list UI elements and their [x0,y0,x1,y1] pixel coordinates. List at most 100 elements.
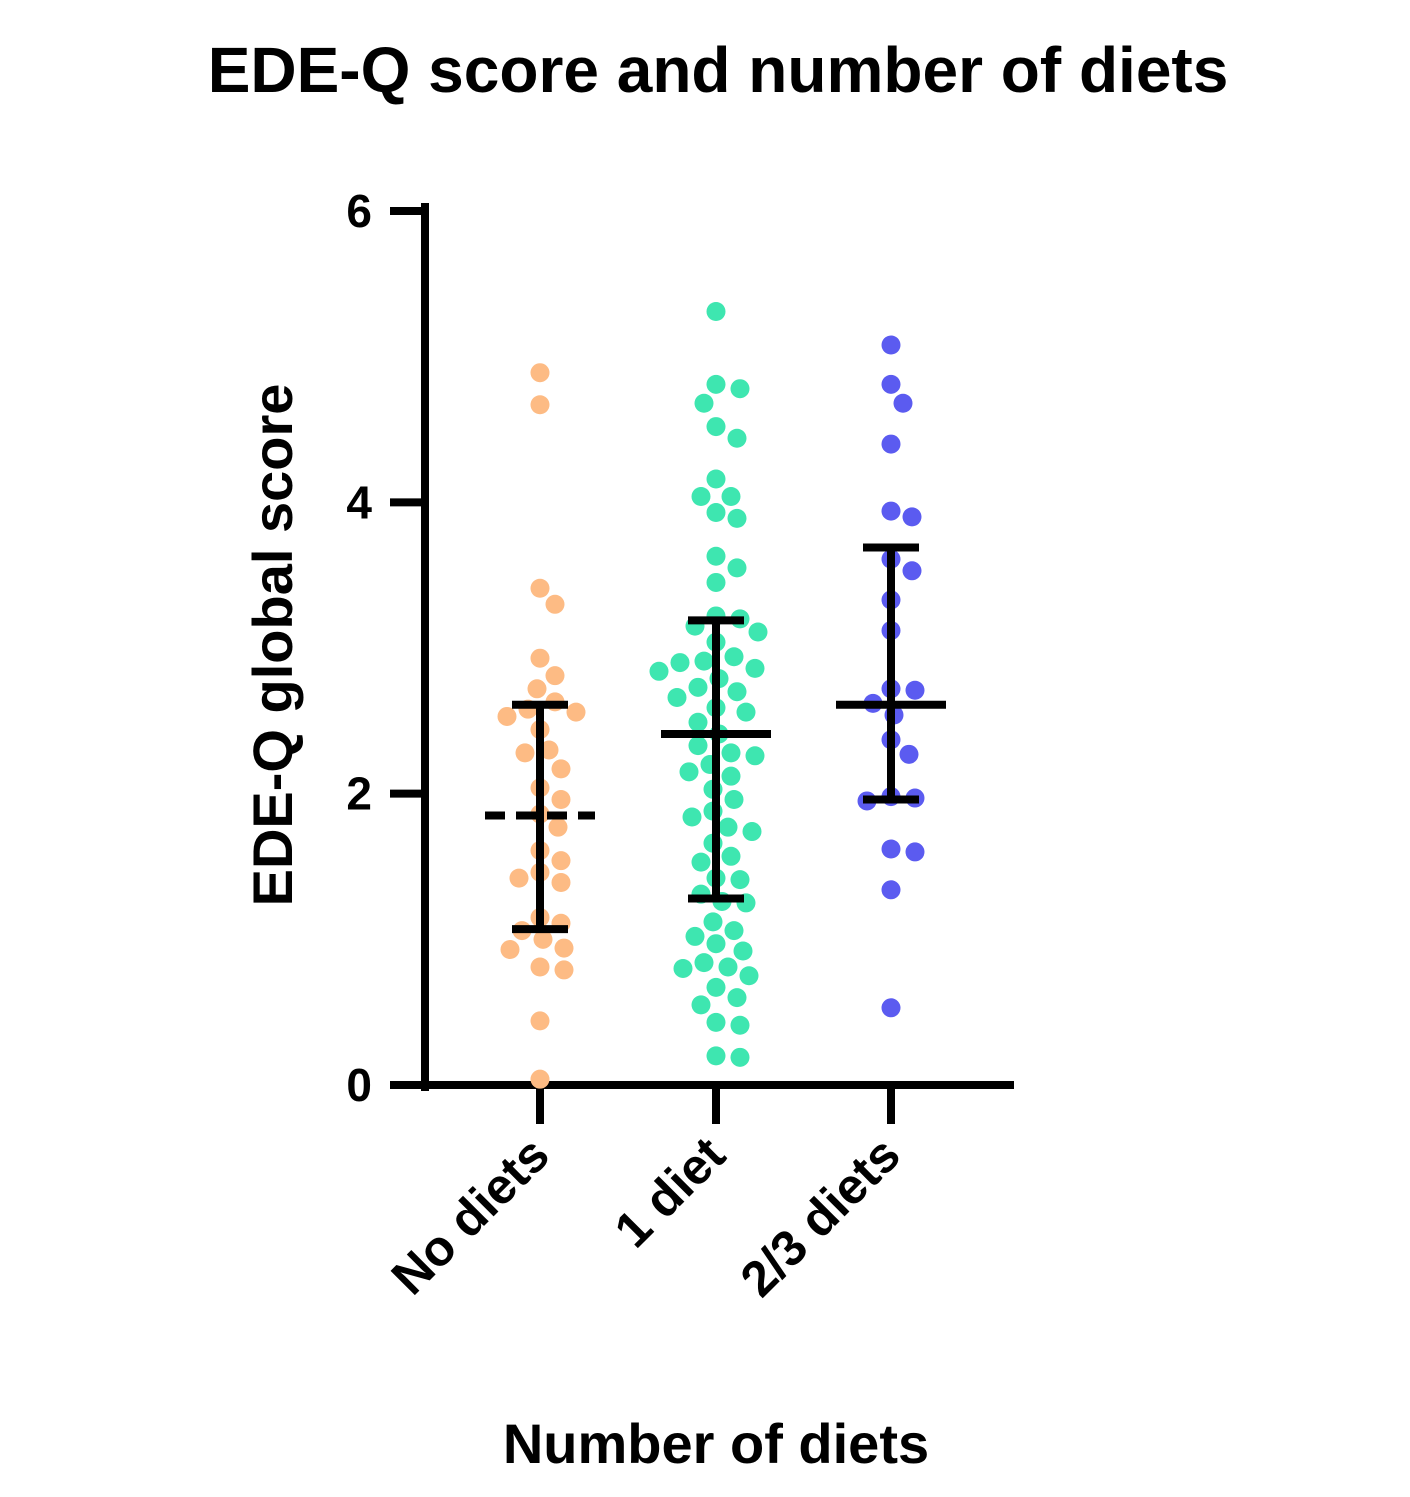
x-ticks [536,1085,895,1124]
data-point [881,434,901,454]
data-point [530,648,550,668]
data-point [685,926,705,946]
data-point [736,702,756,722]
data-point [718,817,738,837]
data-point [688,712,708,732]
data-point [893,393,913,413]
data-point [527,679,547,699]
data-point [706,977,726,997]
data-point [554,938,574,958]
data-point [551,759,571,779]
data-point [706,417,726,437]
data-point [745,658,765,678]
data-point [899,744,919,764]
category-label: 2/3 diets [730,1126,911,1307]
data-point [545,594,565,614]
data-point [530,957,550,977]
data-point [554,960,574,980]
data-point [649,661,669,681]
data-point [881,501,901,521]
data-point [688,677,708,697]
data-point [566,702,586,722]
data-point [727,988,747,1008]
data-point [881,998,901,1018]
data-point [745,746,765,766]
data-point [721,487,741,507]
data-point [691,852,711,872]
data-point [905,842,925,862]
data-point [730,1047,750,1067]
y-ticks: 0 2 4 6 [346,185,425,1111]
y-tick-label: 2 [346,768,372,820]
y-tick-label: 4 [346,476,372,528]
data-point [673,958,693,978]
data-point [721,846,741,866]
data-point [551,789,571,809]
data-point [727,682,747,702]
data-point [500,940,520,960]
data-point [739,966,759,986]
data-point [727,558,747,578]
data-point [706,546,726,566]
data-point [539,740,559,760]
data-point [515,743,535,763]
data-point [679,762,699,782]
x-axis-label: Number of diets [503,1412,929,1475]
data-point [706,503,726,523]
data-point [667,688,687,708]
data-points [497,302,925,1089]
data-point [694,651,714,671]
data-point [706,934,726,954]
data-point [718,957,738,977]
chart-title: EDE-Q score and number of diets [208,34,1229,106]
data-point [551,873,571,893]
data-point [682,807,702,827]
data-point [724,789,744,809]
data-point [881,880,901,900]
data-point [691,995,711,1015]
data-point [881,335,901,355]
data-point [706,374,726,394]
data-point [724,921,744,941]
data-point [706,302,726,322]
data-point [706,1046,726,1066]
data-point [530,395,550,415]
data-point [545,666,565,686]
data-point [548,817,568,837]
data-point [902,561,922,581]
data-point [670,653,690,673]
data-point [742,822,762,842]
data-point [530,1011,550,1031]
data-point [727,508,747,528]
data-point [706,572,726,592]
y-axis-label: EDE-Q global score [241,384,304,907]
data-point [530,578,550,598]
data-point [509,868,529,888]
data-point [724,647,744,667]
data-point [694,953,714,973]
data-point [530,363,550,383]
category-label: No diets [381,1126,560,1305]
data-point [721,766,741,786]
data-point [497,706,517,726]
error-bars [485,543,946,934]
data-point [730,870,750,890]
y-tick-label: 0 [346,1059,372,1111]
data-point [703,912,723,932]
data-point [727,428,747,448]
category-label: 1 diet [604,1126,736,1258]
y-tick-label: 6 [346,185,372,237]
data-point [730,379,750,399]
data-point [706,1012,726,1032]
data-point [881,839,901,859]
data-point [688,736,708,756]
data-point [551,851,571,871]
data-point [748,622,768,642]
data-point [721,743,741,763]
data-point [733,941,753,961]
data-point [691,487,711,507]
data-point [533,929,553,949]
data-point [530,1069,550,1089]
